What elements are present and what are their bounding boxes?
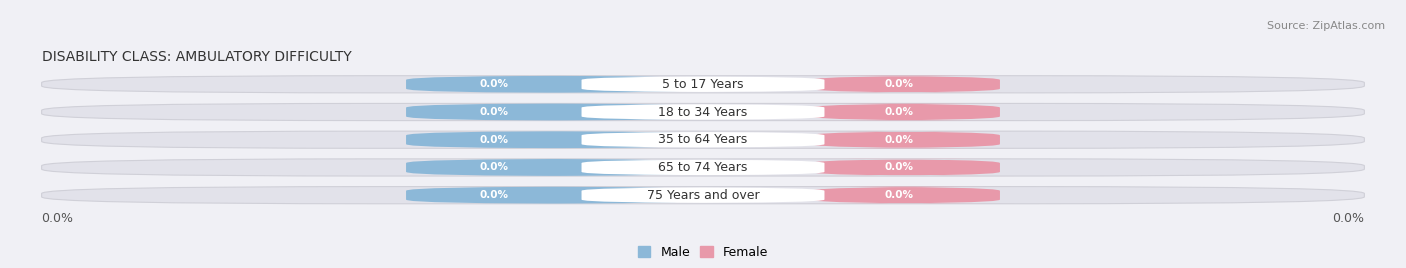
Text: 0.0%: 0.0%	[884, 79, 914, 89]
Text: 75 Years and over: 75 Years and over	[647, 189, 759, 202]
FancyBboxPatch shape	[42, 103, 1364, 121]
FancyBboxPatch shape	[406, 187, 703, 204]
FancyBboxPatch shape	[42, 131, 1364, 148]
FancyBboxPatch shape	[406, 159, 703, 176]
Text: 0.0%: 0.0%	[884, 190, 914, 200]
Text: 0.0%: 0.0%	[479, 162, 509, 172]
Text: 0.0%: 0.0%	[42, 212, 73, 225]
Text: 0.0%: 0.0%	[479, 107, 509, 117]
FancyBboxPatch shape	[42, 76, 1364, 93]
Text: 18 to 34 Years: 18 to 34 Years	[658, 106, 748, 118]
FancyBboxPatch shape	[797, 76, 1014, 93]
Text: 35 to 64 Years: 35 to 64 Years	[658, 133, 748, 146]
FancyBboxPatch shape	[582, 187, 824, 203]
FancyBboxPatch shape	[797, 159, 1014, 176]
Text: 5 to 17 Years: 5 to 17 Years	[662, 78, 744, 91]
FancyBboxPatch shape	[582, 77, 824, 92]
Text: 0.0%: 0.0%	[884, 162, 914, 172]
Legend: Male, Female: Male, Female	[633, 241, 773, 264]
FancyBboxPatch shape	[406, 131, 703, 148]
Text: 0.0%: 0.0%	[479, 79, 509, 89]
FancyBboxPatch shape	[42, 187, 1364, 204]
FancyBboxPatch shape	[797, 103, 1014, 121]
Text: 0.0%: 0.0%	[1333, 212, 1364, 225]
Text: 0.0%: 0.0%	[884, 107, 914, 117]
FancyBboxPatch shape	[406, 103, 703, 121]
Text: 0.0%: 0.0%	[884, 135, 914, 145]
FancyBboxPatch shape	[406, 76, 703, 93]
FancyBboxPatch shape	[797, 131, 1014, 148]
FancyBboxPatch shape	[582, 160, 824, 175]
FancyBboxPatch shape	[582, 104, 824, 120]
Text: 0.0%: 0.0%	[479, 135, 509, 145]
Text: Source: ZipAtlas.com: Source: ZipAtlas.com	[1267, 21, 1385, 31]
FancyBboxPatch shape	[582, 132, 824, 147]
Text: DISABILITY CLASS: AMBULATORY DIFFICULTY: DISABILITY CLASS: AMBULATORY DIFFICULTY	[42, 50, 352, 64]
Text: 65 to 74 Years: 65 to 74 Years	[658, 161, 748, 174]
Text: 0.0%: 0.0%	[479, 190, 509, 200]
FancyBboxPatch shape	[42, 159, 1364, 176]
FancyBboxPatch shape	[797, 187, 1014, 204]
